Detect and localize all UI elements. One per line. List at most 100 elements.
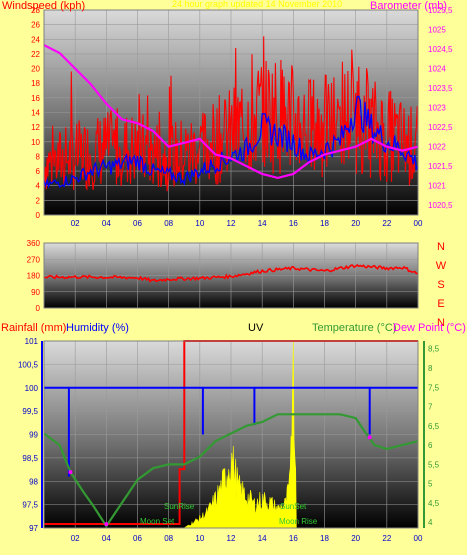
- panel3-x-tick-label: 18: [320, 534, 329, 543]
- panel3-x-tick-label: 20: [351, 534, 360, 543]
- panel2-left-axis: 0 90 180 270 360: [27, 239, 41, 313]
- compass-letter: W: [436, 260, 447, 272]
- barometer-axis-title: Barometer (mb): [370, 0, 447, 12]
- temperature-tick-label: 7: [428, 403, 433, 412]
- dewpoint-point: [104, 522, 109, 527]
- panel1-left-tick-label: 18: [31, 79, 40, 88]
- compass-letter: N: [437, 241, 445, 253]
- compass-letter: N: [437, 317, 445, 329]
- panel1-x-tick-label: 00: [414, 219, 423, 228]
- sunrise-label: SunRise: [164, 502, 195, 511]
- humidity-tick-label: 99,5: [22, 407, 38, 416]
- panel2-tick-label: 90: [31, 288, 40, 297]
- moonrise-label: Moon Rise: [279, 517, 318, 526]
- uv-area: [183, 340, 297, 529]
- temperature-tick-label: 5: [428, 480, 433, 489]
- panel3-x-tick-label: 06: [133, 534, 142, 543]
- temperature-label: Temperature (°C): [312, 322, 396, 334]
- panel1-right-tick-label: 1022,5: [428, 123, 453, 132]
- compass-letter: E: [437, 298, 444, 310]
- windspeed-line: [43, 36, 419, 192]
- panel1-left-tick-label: 10: [31, 138, 40, 147]
- panel1-left-tick-label: 24: [31, 35, 40, 44]
- humidity-tick-label: 98,5: [22, 454, 38, 463]
- panel1-frame: [43, 9, 419, 216]
- panel1-x-axis: 02 04 06 08 10 12 14 16 18 20 22 00: [71, 219, 423, 228]
- panel1-left-tick-label: 26: [31, 21, 40, 30]
- panel3-x-tick-label: 14: [258, 534, 267, 543]
- panel1-x-tick-label: 10: [195, 219, 204, 228]
- panel1-x-tick-label: 04: [102, 219, 111, 228]
- rainfall-label: Rainfall (mm): [1, 322, 66, 334]
- panel3-x-tick-label: 10: [195, 534, 204, 543]
- temperature-tick-label: 4,5: [428, 499, 440, 508]
- humidity-tick-label: 100,5: [18, 360, 39, 369]
- panel1-right-tick-label: 1020,5: [428, 201, 453, 210]
- panel1-x-tick-label: 14: [258, 219, 267, 228]
- panel1-left-tick-label: 22: [31, 50, 40, 59]
- temperature-tick-label: 6: [428, 441, 433, 450]
- rain-humidity-uv-temperature-panel: 97 97,5 98 98,5 99 99,5 100 100,5 101 4 4,5 5 5,5 6 6…: [1, 322, 466, 543]
- panel1-x-tick-label: 18: [320, 219, 329, 228]
- panel1-left-tick-label: 20: [31, 65, 40, 74]
- panel1-left-tick-label: 14: [31, 109, 40, 118]
- panel1-x-tick-label: 02: [71, 219, 80, 228]
- panel3-x-tick-label: 12: [227, 534, 236, 543]
- chart-title: 24 hour graph updated 14 November 2010: [172, 0, 342, 9]
- temperature-line: [43, 413, 419, 529]
- panel3-x-tick-label: 00: [414, 534, 423, 543]
- temperature-tick-label: 4: [428, 518, 433, 527]
- temperature-tick-label: 6,5: [428, 422, 440, 431]
- compass-letter: S: [437, 279, 444, 291]
- barometer-line: [43, 44, 419, 180]
- uv-label: UV: [248, 322, 264, 334]
- panel1-right-tick-label: 1024,5: [428, 45, 453, 54]
- panel3-x-tick-label: 02: [71, 534, 80, 543]
- average-windspeed-line: [43, 95, 419, 189]
- panel3-temperature-axis: 4 4,5 5 5,5 6 6,5 7 7,5 8 8,5: [428, 345, 440, 528]
- panel3-x-axis: 02 04 06 08 10 12 14 16 18 20 22 00: [71, 534, 423, 543]
- panel3-x-tick-label: 04: [102, 534, 111, 543]
- panel2-tick-label: 0: [36, 304, 41, 313]
- panel1-left-tick-label: 28: [31, 6, 40, 15]
- panel1-x-tick-label: 22: [382, 219, 391, 228]
- panel2-tick-label: 360: [27, 239, 41, 248]
- panel2-tick-label: 270: [27, 255, 41, 264]
- panel3-x-tick-label: 16: [289, 534, 298, 543]
- panel1-right-tick-label: 1023,5: [428, 84, 453, 93]
- sunset-label: SunSet: [280, 502, 307, 511]
- humidity-tick-label: 98: [29, 477, 38, 486]
- panel1-right-tick-label: 1023: [428, 104, 446, 113]
- panel3-frame: [43, 340, 419, 529]
- panel2-frame: [43, 242, 419, 309]
- windspeed-axis-title: Windspeed (kph): [2, 0, 85, 12]
- dewpoint-point: [68, 470, 73, 475]
- panel1-left-tick-label: 8: [36, 152, 41, 161]
- humidity-line: [44, 386, 418, 477]
- panel1-x-tick-label: 20: [351, 219, 360, 228]
- panel1-left-tick-label: 6: [36, 167, 41, 176]
- panel1-right-tick-label: 1022: [428, 143, 446, 152]
- panel1-series: [43, 36, 419, 192]
- humidity-tick-label: 99: [29, 431, 38, 440]
- panel1-left-tick-label: 2: [36, 196, 41, 205]
- panel1-left-tick-label: 4: [36, 182, 41, 191]
- panel2-tick-label: 180: [27, 272, 41, 281]
- humidity-label: Humidity (%): [66, 322, 129, 334]
- temperature-tick-label: 5,5: [428, 460, 440, 469]
- panel1-x-tick-label: 06: [133, 219, 142, 228]
- panel2-series: [44, 263, 419, 283]
- panel1-left-tick-label: 12: [31, 123, 40, 132]
- panel1-left-tick-label: 0: [36, 211, 41, 220]
- panel3-humidity-axis: 97 97,5 98 98,5 99 99,5 100 100,5 101: [18, 337, 39, 533]
- wind-direction-line: [44, 263, 419, 283]
- humidity-tick-label: 97,5: [22, 501, 38, 510]
- panel1-right-tick-label: 1025: [428, 26, 446, 35]
- panel1-x-tick-label: 08: [164, 219, 173, 228]
- panel3-x-tick-label: 22: [382, 534, 391, 543]
